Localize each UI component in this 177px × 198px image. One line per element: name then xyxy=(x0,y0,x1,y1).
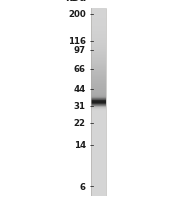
Text: 97: 97 xyxy=(74,46,86,55)
Text: 14: 14 xyxy=(74,141,86,150)
Text: –: – xyxy=(89,10,94,19)
Text: 116: 116 xyxy=(68,37,86,46)
Text: –: – xyxy=(89,119,94,128)
Text: kDa: kDa xyxy=(65,0,86,3)
Text: –: – xyxy=(89,46,94,55)
Text: 6: 6 xyxy=(80,183,86,191)
Text: –: – xyxy=(89,65,94,74)
Text: –: – xyxy=(89,37,94,46)
Text: 44: 44 xyxy=(74,85,86,94)
Text: 200: 200 xyxy=(68,10,86,19)
Text: 66: 66 xyxy=(74,65,86,74)
Text: –: – xyxy=(89,85,94,94)
Bar xyxy=(91,8,106,196)
Text: 22: 22 xyxy=(74,119,86,128)
Text: –: – xyxy=(89,141,94,150)
Text: –: – xyxy=(89,183,94,191)
Text: 31: 31 xyxy=(74,102,86,111)
Text: –: – xyxy=(89,102,94,111)
